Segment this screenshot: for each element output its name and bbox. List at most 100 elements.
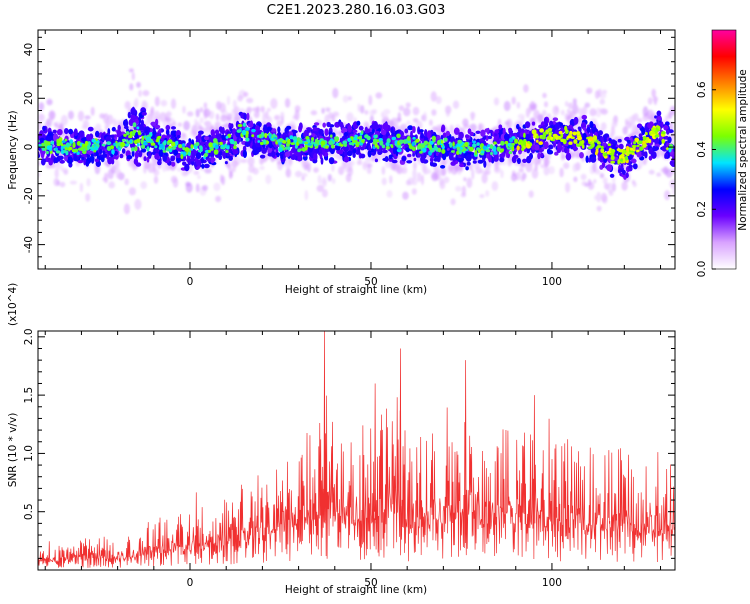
spectrogram-cell-faint bbox=[383, 109, 391, 115]
spectrogram-cell-bright bbox=[581, 144, 585, 149]
spectrogram-cell-bright bbox=[282, 140, 287, 144]
spectrogram-cell-bright bbox=[411, 146, 416, 152]
spectrogram-cell-bright bbox=[632, 146, 636, 150]
spectrogram-cell bbox=[266, 126, 272, 132]
spectrogram-cell bbox=[195, 159, 202, 166]
spectrogram-cell-faint bbox=[364, 110, 369, 115]
spectrogram-cell-faint bbox=[381, 166, 386, 175]
spectrogram-cell-bright bbox=[423, 140, 429, 145]
spectrogram-cell-bright bbox=[536, 139, 539, 143]
spectrogram-cell-bright bbox=[131, 147, 135, 152]
spectrogram-cell-faint bbox=[170, 98, 177, 109]
spectrogram-cell-faint bbox=[421, 174, 424, 186]
spectrogram-cell bbox=[413, 157, 417, 162]
spectrogram-cell-bright bbox=[180, 154, 184, 160]
spectrogram-cell bbox=[417, 152, 421, 158]
spectrogram-cell-faint bbox=[262, 112, 266, 124]
spectrogram-cell bbox=[113, 150, 118, 156]
spectrogram-cell-bright bbox=[592, 135, 598, 141]
spectrogram-cell-bright bbox=[464, 141, 469, 148]
spectrogram-cell bbox=[328, 131, 333, 135]
spectrogram-cell-bright bbox=[45, 150, 49, 155]
spectrogram-cell-bright bbox=[353, 140, 358, 143]
spectrogram-cell bbox=[636, 151, 643, 158]
snr-y-tick-label: 0.5 bbox=[23, 503, 35, 520]
spectrogram-cell-bright bbox=[311, 137, 315, 142]
spectrogram-cell-faint bbox=[611, 127, 616, 138]
spectrogram-cell bbox=[484, 128, 490, 133]
spectrogram-cell-bright bbox=[171, 141, 176, 147]
spectrogram-cell-faint bbox=[372, 109, 378, 114]
spectrogram-cell-faint bbox=[412, 118, 419, 123]
spectrogram-cell-bright bbox=[379, 140, 384, 146]
spectrogram-cell-bright bbox=[93, 149, 97, 153]
spectrogram-cell bbox=[511, 156, 517, 164]
spectrogram-cell-bright bbox=[558, 130, 563, 135]
spectrogram-cell-faint bbox=[313, 167, 319, 173]
spectrogram-cell bbox=[85, 153, 91, 158]
spectrogram-cell-bright bbox=[199, 145, 203, 149]
spectrogram-cell bbox=[401, 156, 407, 161]
spectrogram-cell bbox=[187, 157, 192, 166]
spectrogram-cell-faint bbox=[247, 175, 253, 183]
spectrogram-cell-bright bbox=[595, 148, 599, 154]
spectrogram-cell bbox=[186, 142, 192, 149]
spectrogram-cell-faint bbox=[450, 198, 456, 206]
spectrogram-cell-faint bbox=[106, 114, 114, 126]
spectrogram-cell-bright bbox=[330, 134, 333, 138]
spectrogram-cell-faint bbox=[38, 172, 41, 178]
spectrogram-cell bbox=[123, 125, 129, 130]
spectrogram-cell-faint bbox=[368, 94, 373, 106]
spectrogram-cell bbox=[150, 121, 157, 127]
spectrogram-cell-bright bbox=[330, 144, 335, 149]
spectrogram-cell-faint bbox=[510, 173, 518, 182]
spectrogram-cell-faint bbox=[138, 89, 142, 97]
snr-x-tick-label: 100 bbox=[542, 577, 562, 589]
spectrogram-cell-bright bbox=[38, 144, 42, 148]
spectrogram-cell bbox=[73, 155, 78, 162]
spectrogram-cell bbox=[140, 119, 144, 127]
spectrogram-cell-bright bbox=[61, 140, 66, 143]
spectrogram-cell-faint bbox=[417, 172, 422, 183]
spectrogram-y-tick-label: 0 bbox=[23, 144, 35, 151]
spectrogram-cell-faint bbox=[327, 174, 332, 182]
spectrogram-cell-faint bbox=[170, 117, 175, 123]
spectrogram-cell-bright bbox=[411, 141, 415, 147]
spectrogram-cell-bright bbox=[353, 136, 358, 142]
spectrogram-cell bbox=[210, 156, 215, 164]
spectrogram-cell bbox=[48, 159, 53, 166]
spectrogram-cell bbox=[64, 128, 69, 135]
spectrogram-cell-faint bbox=[594, 90, 600, 100]
spectrogram-cell bbox=[348, 124, 352, 133]
spectrogram-cell-bright bbox=[390, 144, 394, 149]
spectrogram-cell-bright bbox=[55, 150, 61, 154]
spectrogram-cell-faint bbox=[114, 159, 120, 170]
spectrogram-cell bbox=[203, 136, 210, 141]
spectrogram-cell-faint bbox=[128, 68, 134, 73]
spectrogram-cell bbox=[610, 139, 617, 145]
spectrogram-cell-bright bbox=[449, 142, 453, 148]
spectrogram-cell-bright bbox=[597, 141, 601, 145]
spectrogram-cell bbox=[236, 137, 240, 145]
spectrogram-cell bbox=[357, 146, 360, 154]
spectrogram-cell-faint bbox=[596, 191, 602, 203]
spectrogram-cell bbox=[465, 134, 470, 139]
spectrogram-cell-faint bbox=[543, 166, 550, 176]
spectrogram-cell bbox=[290, 154, 297, 160]
snr-series-line bbox=[38, 331, 675, 568]
spectrogram-cell-bright bbox=[462, 148, 467, 151]
spectrogram-x-tick-label: 100 bbox=[542, 276, 562, 288]
spectrogram-cell-bright bbox=[272, 133, 276, 138]
spectrogram-cell-faint bbox=[307, 162, 311, 173]
spectrogram-cell-bright bbox=[292, 136, 298, 141]
spectrogram-cell-faint bbox=[260, 106, 265, 113]
spectrogram-cell-faint bbox=[396, 163, 402, 174]
spectrogram-cell-faint bbox=[322, 179, 327, 185]
spectrogram-cell bbox=[95, 152, 99, 157]
spectrogram-cell bbox=[81, 156, 85, 161]
spectrogram-cell bbox=[162, 154, 167, 162]
spectrogram-cell-bright bbox=[299, 140, 303, 143]
spectrogram-cell bbox=[343, 156, 350, 163]
spectrogram-cell-faint bbox=[561, 154, 567, 160]
spectrogram-cell bbox=[53, 157, 59, 164]
